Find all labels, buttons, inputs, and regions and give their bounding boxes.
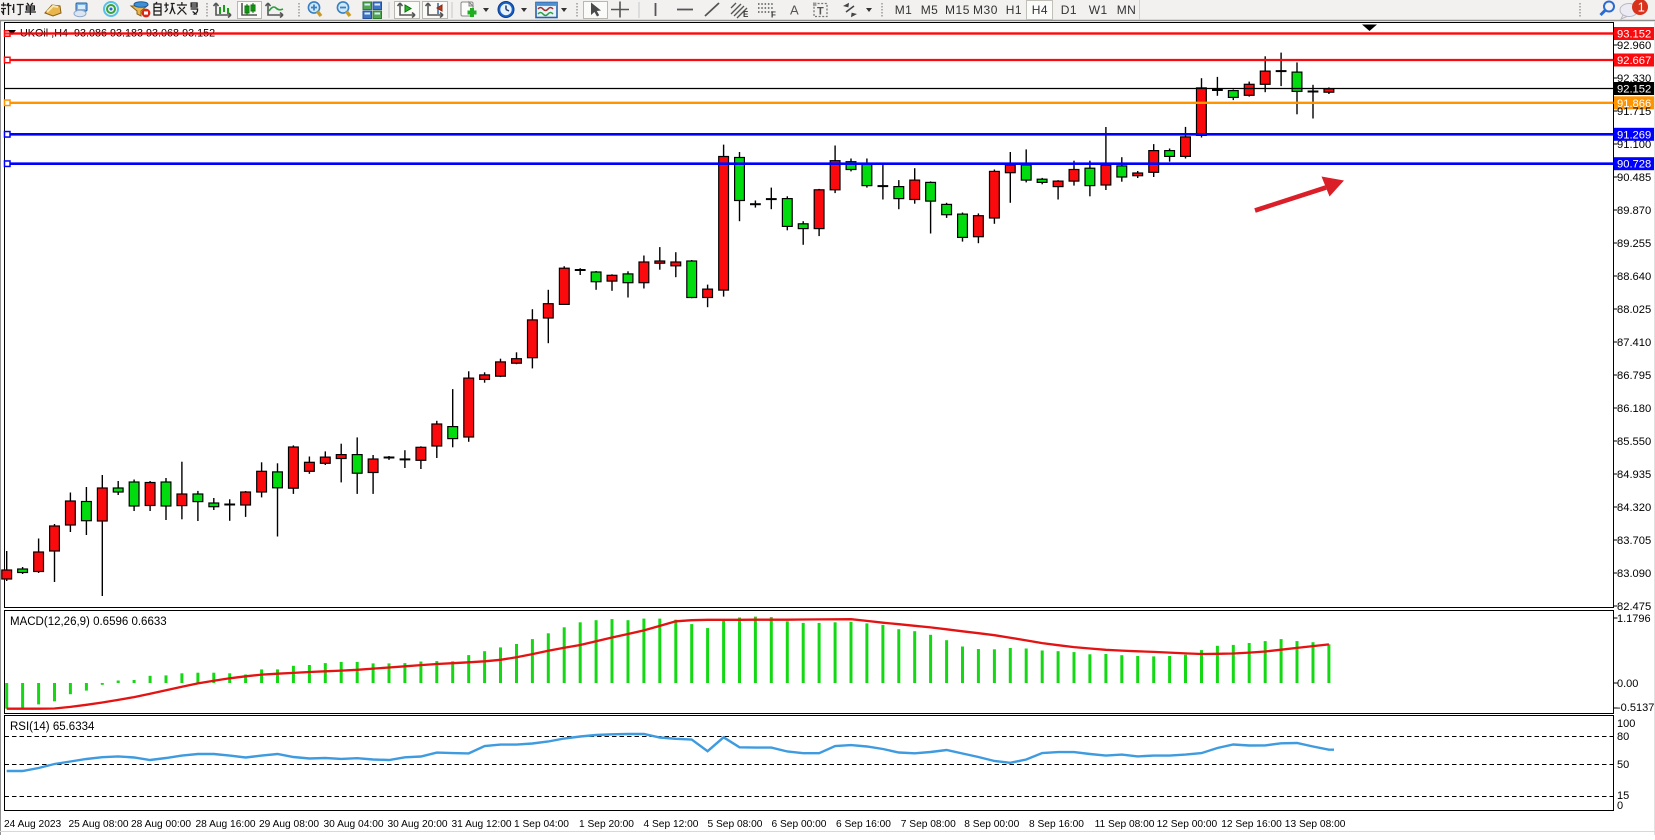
svg-text:89.255: 89.255: [1617, 238, 1651, 250]
svg-text:100: 100: [1617, 718, 1635, 730]
svg-text:91.866: 91.866: [1617, 98, 1651, 110]
svg-text:T: T: [817, 6, 824, 18]
svg-text:6 Sep 16:00: 6 Sep 16:00: [836, 819, 891, 830]
svg-text:92.667: 92.667: [1617, 55, 1651, 67]
svg-text:31 Aug 12:00: 31 Aug 12:00: [452, 819, 512, 830]
svg-text:RSI(14) 65.6334: RSI(14) 65.6334: [10, 721, 95, 733]
svg-text:88.025: 88.025: [1617, 304, 1651, 316]
svg-text:92.152: 92.152: [1617, 84, 1651, 96]
svg-text:85.550: 85.550: [1617, 436, 1651, 448]
svg-text:86.795: 86.795: [1617, 370, 1651, 382]
svg-text:12 Sep 16:00: 12 Sep 16:00: [1221, 819, 1282, 830]
svg-text:91.100: 91.100: [1617, 139, 1651, 151]
svg-text:92.330: 92.330: [1617, 73, 1651, 85]
svg-text:M30: M30: [973, 3, 998, 17]
svg-text:80: 80: [1617, 731, 1629, 743]
svg-text:29 Aug 08:00: 29 Aug 08:00: [259, 819, 319, 830]
svg-text:8 Sep 16:00: 8 Sep 16:00: [1029, 819, 1084, 830]
svg-text:7 Sep 08:00: 7 Sep 08:00: [901, 819, 956, 830]
svg-text:M1: M1: [895, 3, 913, 17]
svg-text:88.640: 88.640: [1617, 271, 1651, 283]
svg-text:30 Aug 04:00: 30 Aug 04:00: [324, 819, 384, 830]
svg-text:24 Aug 2023: 24 Aug 2023: [4, 819, 62, 830]
svg-text:50: 50: [1617, 759, 1629, 771]
svg-text:MACD(12,26,9) 0.6596 0.6633: MACD(12,26,9) 0.6596 0.6633: [10, 616, 167, 628]
svg-text:84.320: 84.320: [1617, 502, 1651, 514]
svg-text:H4: H4: [1032, 3, 1048, 17]
svg-text:MN: MN: [1117, 3, 1137, 17]
svg-text:15: 15: [1617, 790, 1629, 802]
svg-text:11 Sep 08:00: 11 Sep 08:00: [1095, 819, 1155, 830]
svg-text:28 Aug 00:00: 28 Aug 00:00: [131, 819, 191, 830]
svg-text:W1: W1: [1089, 3, 1108, 17]
svg-text:25 Aug 08:00: 25 Aug 08:00: [69, 819, 129, 830]
svg-text:82.475: 82.475: [1617, 601, 1651, 613]
svg-text:90.728: 90.728: [1617, 159, 1651, 171]
svg-text:1 Sep 20:00: 1 Sep 20:00: [579, 819, 634, 830]
svg-text:E: E: [743, 10, 749, 19]
svg-text:8 Sep 00:00: 8 Sep 00:00: [964, 819, 1019, 830]
svg-text:30 Aug 20:00: 30 Aug 20:00: [388, 819, 448, 830]
svg-text:89.870: 89.870: [1617, 205, 1651, 217]
svg-text:M15: M15: [945, 3, 970, 17]
svg-text:5 Sep 08:00: 5 Sep 08:00: [708, 819, 763, 830]
svg-text:1: 1: [1638, 0, 1645, 15]
svg-text:1.1796: 1.1796: [1617, 613, 1651, 625]
svg-text:D1: D1: [1061, 3, 1077, 17]
svg-text:90.485: 90.485: [1617, 172, 1651, 184]
svg-text:86.180: 86.180: [1617, 403, 1651, 415]
svg-text:F: F: [771, 11, 776, 20]
svg-text:A: A: [790, 3, 799, 18]
svg-text:M5: M5: [921, 3, 939, 17]
svg-text:-0.5137: -0.5137: [1617, 702, 1654, 714]
svg-text:12 Sep 00:00: 12 Sep 00:00: [1157, 819, 1218, 830]
svg-text:0: 0: [1617, 800, 1623, 812]
svg-text:91.715: 91.715: [1617, 106, 1651, 118]
svg-text:84.935: 84.935: [1617, 469, 1651, 481]
svg-text:92.960: 92.960: [1617, 40, 1651, 52]
svg-text:83.705: 83.705: [1617, 535, 1651, 547]
svg-text:91.269: 91.269: [1617, 129, 1651, 141]
svg-text:93.152: 93.152: [1617, 29, 1651, 41]
svg-text:1 Sep 04:00: 1 Sep 04:00: [514, 819, 569, 830]
svg-text:H1: H1: [1006, 3, 1022, 17]
svg-text:4 Sep 12:00: 4 Sep 12:00: [644, 819, 699, 830]
svg-text:6 Sep 00:00: 6 Sep 00:00: [772, 819, 827, 830]
svg-text:0.00: 0.00: [1617, 678, 1638, 690]
svg-text:13 Sep 08:00: 13 Sep 08:00: [1285, 819, 1346, 830]
svg-text:87.410: 87.410: [1617, 337, 1651, 349]
svg-text:28 Aug 16:00: 28 Aug 16:00: [196, 819, 256, 830]
svg-text:83.090: 83.090: [1617, 568, 1651, 580]
